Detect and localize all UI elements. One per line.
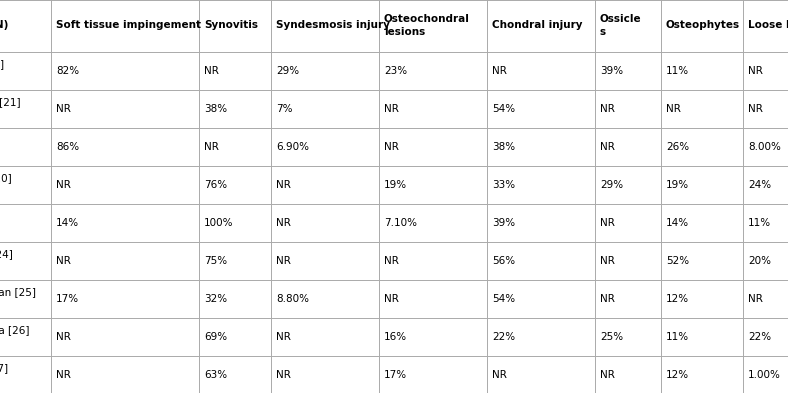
Text: 19%: 19% [384, 180, 407, 189]
Text: Hinterman [25]
(148): Hinterman [25] (148) [0, 287, 36, 310]
Text: NR: NR [276, 217, 291, 228]
Text: 39%: 39% [492, 217, 515, 228]
Text: NR: NR [600, 294, 615, 303]
Text: Chondral injury: Chondral injury [492, 20, 582, 31]
Text: NR: NR [384, 141, 399, 151]
Text: 1.00%: 1.00% [748, 369, 781, 380]
Text: NR: NR [56, 369, 71, 380]
Text: 12%: 12% [666, 369, 690, 380]
Text: NR: NR [600, 103, 615, 114]
Text: NR: NR [276, 255, 291, 266]
Text: 11%: 11% [748, 217, 771, 228]
Text: NR: NR [204, 66, 219, 75]
Text: Schafer [21]
(110): Schafer [21] (110) [0, 97, 20, 120]
Text: NR: NR [666, 103, 681, 114]
Text: NR: NR [56, 103, 71, 114]
Text: 82%: 82% [56, 66, 79, 75]
Text: 17%: 17% [56, 294, 79, 303]
Text: 76%: 76% [204, 180, 227, 189]
Text: 12%: 12% [666, 294, 690, 303]
Text: 7%: 7% [276, 103, 292, 114]
Text: NR: NR [748, 66, 763, 75]
Text: Osteophytes: Osteophytes [666, 20, 740, 31]
Text: Komenda [26]
(55): Komenda [26] (55) [0, 325, 29, 348]
Text: 11%: 11% [666, 66, 690, 75]
Text: 20%: 20% [748, 255, 771, 266]
Text: NR: NR [600, 369, 615, 380]
Text: 7.10%: 7.10% [384, 217, 417, 228]
Text: NR: NR [492, 369, 507, 380]
Text: 63%: 63% [204, 369, 227, 380]
Text: 38%: 38% [492, 141, 515, 151]
Text: 86%: 86% [56, 141, 79, 151]
Text: Soft tissue impingement: Soft tissue impingement [56, 20, 201, 31]
Text: Odak [27]
(100): Odak [27] (100) [0, 363, 8, 386]
Text: 26%: 26% [666, 141, 690, 151]
Text: 54%: 54% [492, 103, 515, 114]
Text: NR: NR [56, 180, 71, 189]
Text: Syndesmosis injury: Syndesmosis injury [276, 20, 390, 31]
Text: Liszka [24]
(25): Liszka [24] (25) [0, 249, 13, 272]
Text: 29%: 29% [276, 66, 299, 75]
Text: NR: NR [384, 103, 399, 114]
Text: 6.90%: 6.90% [276, 141, 309, 151]
Text: Ferkel [20]
(21): Ferkel [20] (21) [0, 173, 12, 196]
Text: 24%: 24% [748, 180, 771, 189]
Text: Synovitis: Synovitis [204, 20, 258, 31]
Text: 16%: 16% [384, 332, 407, 342]
Text: 14%: 14% [666, 217, 690, 228]
Text: NR: NR [56, 255, 71, 266]
Text: Choi [13]
(65): Choi [13] (65) [0, 59, 4, 82]
Text: 29%: 29% [600, 180, 623, 189]
Text: 25%: 25% [600, 332, 623, 342]
Text: NR: NR [276, 369, 291, 380]
Text: 23%: 23% [384, 66, 407, 75]
Text: NR: NR [384, 294, 399, 303]
Text: Loose bodies: Loose bodies [748, 20, 788, 31]
Text: 14%: 14% [56, 217, 79, 228]
Text: 19%: 19% [666, 180, 690, 189]
Text: Study(N): Study(N) [0, 20, 9, 31]
Text: 8.80%: 8.80% [276, 294, 309, 303]
Text: 39%: 39% [600, 66, 623, 75]
Text: 32%: 32% [204, 294, 227, 303]
Text: Ossicle
s: Ossicle s [600, 14, 641, 37]
Text: 54%: 54% [492, 294, 515, 303]
Text: NR: NR [748, 294, 763, 303]
Text: NR: NR [600, 217, 615, 228]
Text: 22%: 22% [748, 332, 771, 342]
Text: 17%: 17% [384, 369, 407, 380]
Text: 56%: 56% [492, 255, 515, 266]
Text: NR: NR [492, 66, 507, 75]
Text: 8.00%: 8.00% [748, 141, 781, 151]
Text: 100%: 100% [204, 217, 233, 228]
Text: 69%: 69% [204, 332, 227, 342]
Text: 75%: 75% [204, 255, 227, 266]
Text: 22%: 22% [492, 332, 515, 342]
Text: 11%: 11% [666, 332, 690, 342]
Text: NR: NR [276, 332, 291, 342]
Text: Osteochondral
lesions: Osteochondral lesions [384, 14, 470, 37]
Text: NR: NR [204, 141, 219, 151]
Text: NR: NR [600, 141, 615, 151]
Text: 33%: 33% [492, 180, 515, 189]
Text: NR: NR [276, 180, 291, 189]
Text: NR: NR [56, 332, 71, 342]
Text: 38%: 38% [204, 103, 227, 114]
Text: NR: NR [748, 103, 763, 114]
Text: NR: NR [384, 255, 399, 266]
Text: 52%: 52% [666, 255, 690, 266]
Text: NR: NR [600, 255, 615, 266]
